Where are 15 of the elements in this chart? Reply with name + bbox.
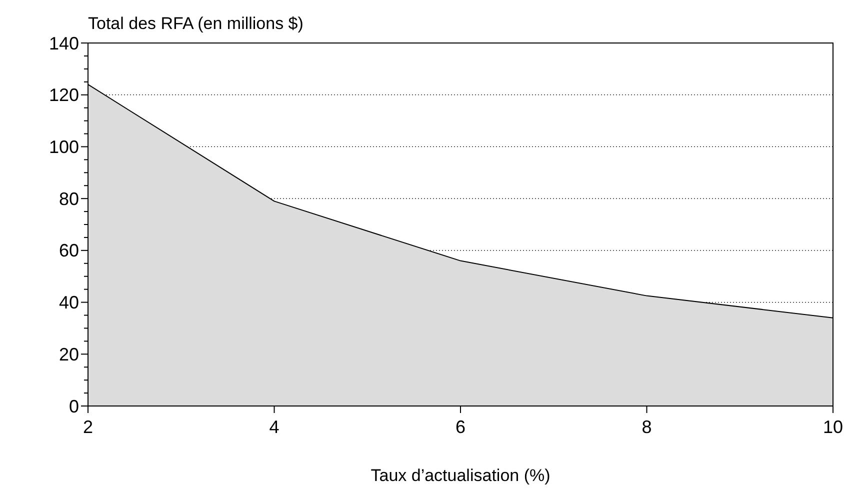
- y-tick-label: 20: [58, 344, 79, 364]
- x-tick-label: 4: [269, 417, 280, 437]
- y-tick-label: 140: [48, 33, 79, 54]
- x-tick-label: 6: [455, 417, 466, 437]
- y-tick-label: 80: [58, 188, 79, 209]
- x-tick-label: 2: [82, 417, 94, 437]
- x-axis-title: Taux d’actualisation (%): [370, 466, 550, 485]
- x-tick-label: 8: [642, 417, 652, 437]
- y-tick-label: 0: [68, 396, 79, 416]
- x-tick-label: 10: [822, 417, 844, 437]
- y-tick-label: 40: [58, 292, 79, 313]
- y-tick-label: 100: [48, 137, 79, 158]
- y-tick-label: 60: [58, 240, 79, 261]
- y-tick-label: 120: [48, 85, 79, 106]
- y-axis-title: Total des RFA (en millions $): [88, 14, 304, 33]
